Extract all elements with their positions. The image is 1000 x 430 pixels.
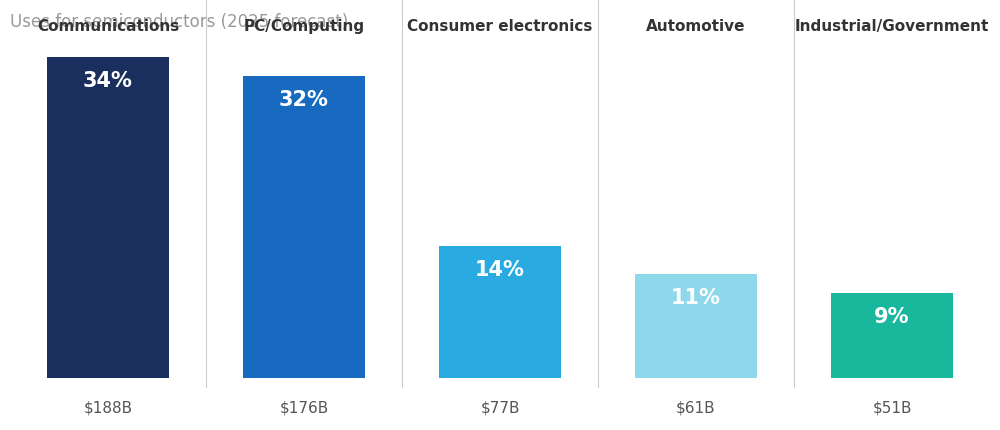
Text: Consumer electronics: Consumer electronics — [407, 19, 593, 34]
Text: Communications: Communications — [37, 19, 179, 34]
Text: $77B: $77B — [480, 400, 520, 415]
Text: $176B: $176B — [279, 400, 329, 415]
Text: Industrial/Government: Industrial/Government — [795, 19, 989, 34]
Text: $188B: $188B — [83, 400, 133, 415]
Text: 34%: 34% — [83, 71, 133, 91]
Bar — [47, 58, 169, 378]
Text: 14%: 14% — [475, 259, 525, 279]
Bar — [243, 77, 365, 378]
Bar — [439, 246, 561, 378]
Text: Uses for semiconductors (2025 forecast): Uses for semiconductors (2025 forecast) — [10, 13, 348, 31]
Bar — [635, 275, 757, 378]
Text: $61B: $61B — [676, 400, 716, 415]
Bar — [831, 294, 953, 378]
Text: 9%: 9% — [874, 307, 910, 326]
Text: Automotive: Automotive — [646, 19, 746, 34]
Text: 11%: 11% — [671, 288, 721, 307]
Text: 32%: 32% — [279, 90, 329, 110]
Text: $51B: $51B — [872, 400, 912, 415]
Text: PC/Computing: PC/Computing — [243, 19, 365, 34]
